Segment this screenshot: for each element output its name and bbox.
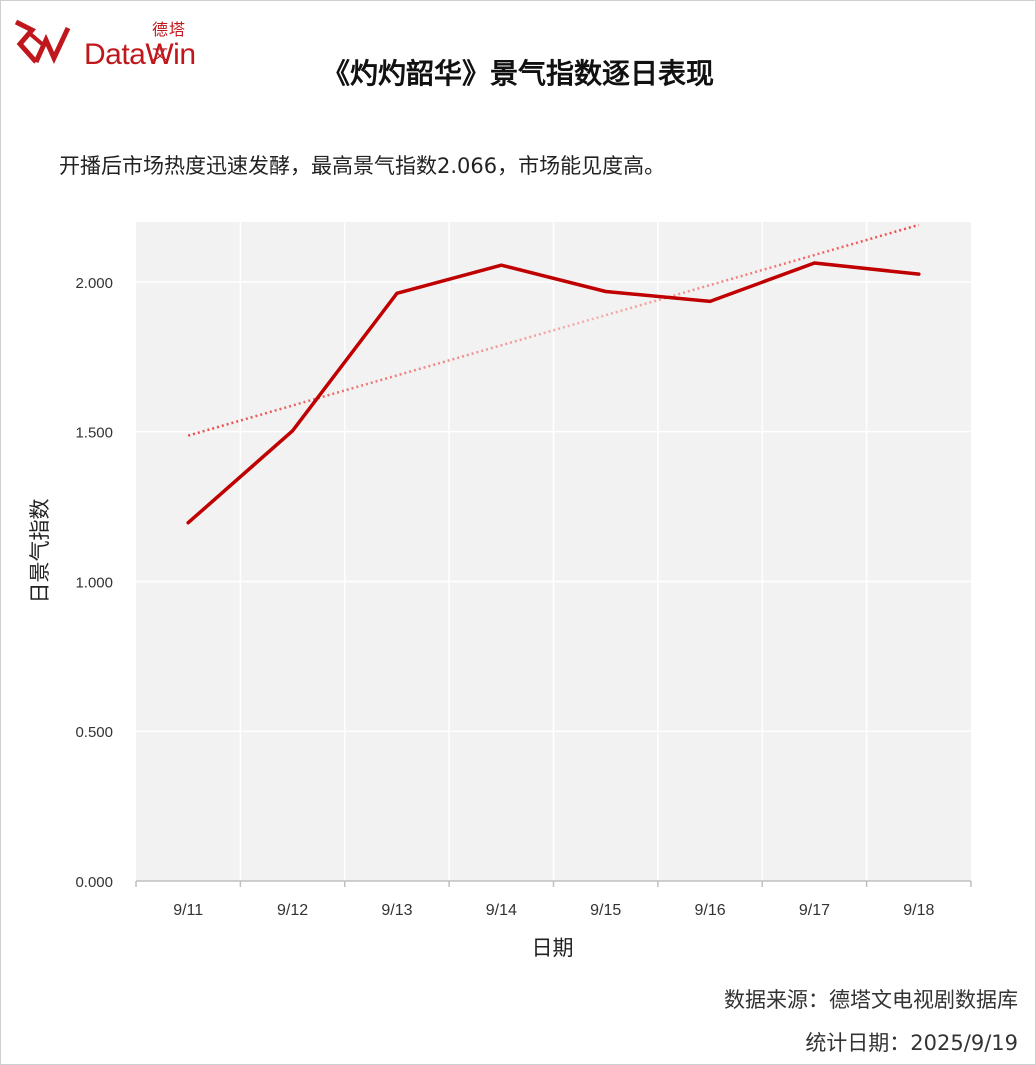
data-source: 数据来源：德塔文电视剧数据库 (724, 988, 1018, 1012)
datawin-logo: 德塔文 DataWin (12, 12, 202, 74)
y-tick-label: 0.000 (75, 874, 113, 891)
series-line (186, 261, 921, 525)
logo-cn-text: 德塔文 (152, 20, 187, 63)
y-axis-title: 日景气指数 (28, 499, 52, 604)
data-point (708, 299, 712, 303)
data-point (499, 263, 503, 267)
data-point (812, 261, 816, 265)
trendline (187, 223, 920, 437)
data-point (395, 291, 399, 295)
data-point (604, 289, 608, 293)
y-tick-label: 2.000 (75, 275, 113, 292)
data-point (186, 521, 190, 525)
x-tick-label: 9/18 (903, 902, 934, 919)
logo-en-text: DataWin (84, 38, 196, 71)
x-tick-label: 9/16 (694, 902, 725, 919)
stat-date: 统计日期：2025/9/19 (805, 1031, 1018, 1055)
y-tick-label: 1.000 (75, 574, 113, 591)
data-point (291, 429, 295, 433)
data-point (917, 272, 921, 276)
chart-title: 《灼灼韶华》景气指数逐日表现 (321, 57, 714, 90)
y-tick-label: 1.500 (75, 425, 113, 442)
x-tick-label: 9/11 (173, 902, 203, 919)
x-tick-label: 9/12 (277, 902, 308, 919)
x-tick-label: 9/14 (486, 902, 517, 919)
y-tick-label: 0.500 (75, 724, 113, 741)
chart-subtitle: 开播后市场热度迅速发酵，最高景气指数2.066，市场能见度高。 (59, 154, 666, 178)
x-tick-label: 9/15 (590, 902, 621, 919)
x-tick-label: 9/17 (799, 902, 830, 919)
x-tick-label: 9/13 (381, 902, 412, 919)
datawin-logo-icon (14, 19, 71, 65)
x-axis-title: 日期 (532, 936, 574, 960)
